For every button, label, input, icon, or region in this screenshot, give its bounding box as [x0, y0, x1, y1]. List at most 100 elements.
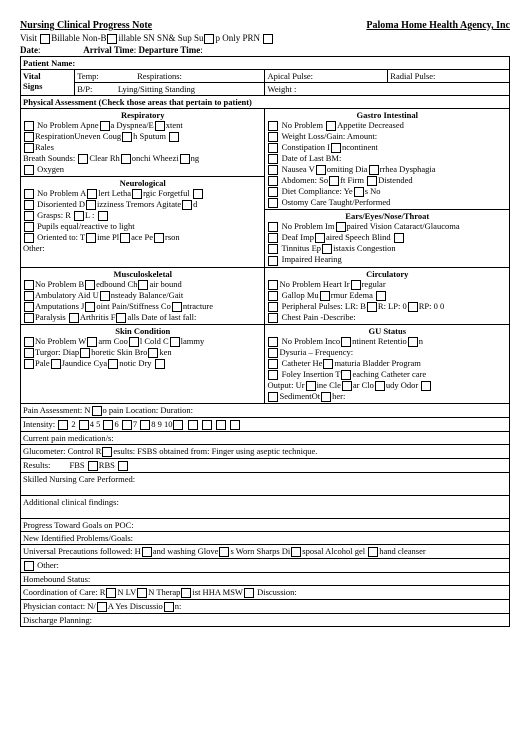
cb[interactable]	[376, 291, 386, 301]
cb[interactable]	[291, 547, 301, 557]
cb[interactable]	[170, 337, 180, 347]
cb[interactable]	[24, 280, 34, 290]
cb[interactable]	[98, 211, 108, 221]
cb[interactable]	[316, 165, 326, 175]
cb[interactable]	[85, 302, 95, 312]
cb[interactable]	[24, 291, 34, 301]
cb[interactable]	[182, 200, 192, 210]
cb[interactable]	[351, 280, 361, 290]
cb[interactable]	[164, 602, 174, 612]
cb[interactable]	[354, 187, 364, 197]
cb[interactable]	[100, 291, 110, 301]
cb[interactable]	[336, 222, 346, 232]
cb[interactable]	[219, 547, 229, 557]
cb[interactable]	[268, 121, 278, 131]
cb[interactable]	[97, 602, 107, 612]
cb[interactable]	[421, 381, 431, 391]
cb[interactable]	[138, 280, 148, 290]
cb[interactable]	[118, 461, 128, 471]
cb[interactable]	[51, 359, 61, 369]
cb[interactable]	[88, 461, 98, 471]
cb[interactable]	[24, 143, 34, 153]
cb[interactable]	[230, 420, 240, 430]
cb[interactable]	[367, 176, 377, 186]
cb[interactable]	[341, 370, 351, 380]
cb[interactable]	[154, 233, 164, 243]
cb[interactable]	[108, 359, 118, 369]
cb[interactable]	[408, 302, 418, 312]
cb[interactable]	[408, 337, 418, 347]
cb[interactable]	[85, 280, 95, 290]
cb[interactable]	[120, 233, 130, 243]
cb[interactable]	[326, 121, 336, 131]
cb[interactable]	[86, 200, 96, 210]
cb[interactable]	[102, 447, 112, 457]
cb[interactable]	[202, 420, 212, 430]
cb[interactable]	[122, 420, 132, 430]
cb[interactable]	[24, 561, 34, 571]
cb[interactable]	[268, 280, 278, 290]
cb[interactable]	[369, 165, 379, 175]
cb[interactable]	[268, 291, 278, 301]
sup-cb[interactable]	[204, 34, 214, 44]
cb[interactable]	[24, 302, 34, 312]
cb[interactable]	[394, 233, 404, 243]
cb[interactable]	[24, 121, 34, 131]
cb[interactable]	[268, 154, 278, 164]
cb[interactable]	[181, 588, 191, 598]
cb[interactable]	[100, 121, 110, 131]
cb[interactable]	[268, 302, 278, 312]
cb[interactable]	[268, 337, 278, 347]
cb[interactable]	[268, 392, 278, 402]
cb[interactable]	[268, 176, 278, 186]
cb[interactable]	[368, 547, 378, 557]
cb[interactable]	[188, 420, 198, 430]
cb[interactable]	[329, 176, 339, 186]
cb[interactable]	[122, 132, 132, 142]
cb[interactable]	[268, 244, 278, 254]
cb[interactable]	[137, 588, 147, 598]
cb[interactable]	[142, 547, 152, 557]
cb[interactable]	[193, 189, 203, 199]
cb[interactable]	[24, 313, 34, 323]
cb[interactable]	[320, 291, 330, 301]
cb[interactable]	[24, 165, 34, 175]
cb[interactable]	[24, 200, 34, 210]
cb[interactable]	[155, 359, 165, 369]
cb[interactable]	[80, 348, 90, 358]
cb[interactable]	[268, 256, 278, 266]
cb[interactable]	[216, 420, 226, 430]
cb[interactable]	[148, 348, 158, 358]
cb[interactable]	[268, 359, 278, 369]
cb[interactable]	[69, 313, 79, 323]
cb[interactable]	[58, 420, 68, 430]
cb[interactable]	[173, 420, 183, 430]
cb[interactable]	[306, 381, 316, 391]
cb[interactable]	[87, 337, 97, 347]
cb[interactable]	[172, 302, 182, 312]
cb[interactable]	[367, 302, 377, 312]
cb[interactable]	[268, 222, 278, 232]
cb[interactable]	[129, 337, 139, 347]
cb[interactable]	[87, 189, 97, 199]
cb[interactable]	[121, 154, 131, 164]
nonbillable-cb[interactable]	[107, 34, 117, 44]
cb[interactable]	[375, 381, 385, 391]
cb[interactable]	[268, 370, 278, 380]
cb[interactable]	[106, 588, 116, 598]
cb[interactable]	[116, 313, 126, 323]
cb[interactable]	[24, 348, 34, 358]
cb[interactable]	[180, 154, 190, 164]
cb[interactable]	[315, 233, 325, 243]
cb[interactable]	[24, 132, 34, 142]
cb[interactable]	[323, 359, 333, 369]
prn-cb[interactable]	[263, 34, 273, 44]
cb[interactable]	[78, 154, 88, 164]
cb[interactable]	[132, 189, 142, 199]
cb[interactable]	[268, 198, 278, 208]
cb[interactable]	[268, 233, 278, 243]
cb[interactable]	[140, 420, 150, 430]
cb[interactable]	[155, 121, 165, 131]
cb[interactable]	[322, 244, 332, 254]
cb[interactable]	[169, 132, 179, 142]
